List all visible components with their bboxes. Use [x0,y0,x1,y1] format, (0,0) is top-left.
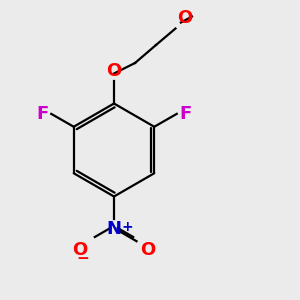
Text: +: + [121,220,133,234]
Text: O: O [72,241,88,259]
Text: F: F [180,105,192,123]
Text: N: N [106,220,122,238]
Text: −: − [76,251,89,266]
Text: F: F [36,105,48,123]
Text: O: O [177,9,192,27]
Text: O: O [140,241,156,259]
Text: O: O [106,61,122,80]
